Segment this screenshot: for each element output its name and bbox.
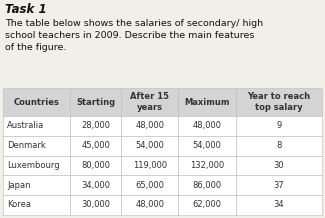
- Text: 65,000: 65,000: [135, 181, 164, 190]
- Text: 28,000: 28,000: [81, 121, 110, 130]
- Text: Japan: Japan: [7, 181, 31, 190]
- Text: Luxembourg: Luxembourg: [7, 161, 60, 170]
- Text: After 15
years: After 15 years: [130, 92, 169, 112]
- Text: 48,000: 48,000: [193, 121, 222, 130]
- Text: Starting: Starting: [76, 98, 115, 107]
- Text: 45,000: 45,000: [81, 141, 110, 150]
- Text: 34: 34: [273, 200, 284, 209]
- Text: 48,000: 48,000: [135, 200, 164, 209]
- Text: The table below shows the salaries of secondary/ high
school teachers in 2009. D: The table below shows the salaries of se…: [5, 19, 263, 52]
- Text: Australia: Australia: [7, 121, 45, 130]
- Text: 30: 30: [273, 161, 284, 170]
- Text: 48,000: 48,000: [135, 121, 164, 130]
- Text: 8: 8: [276, 141, 281, 150]
- Text: Korea: Korea: [7, 200, 31, 209]
- Text: 34,000: 34,000: [81, 181, 110, 190]
- Text: 86,000: 86,000: [192, 181, 222, 190]
- Text: 119,000: 119,000: [133, 161, 167, 170]
- Text: Maximum: Maximum: [184, 98, 230, 107]
- Text: 62,000: 62,000: [193, 200, 222, 209]
- Text: 54,000: 54,000: [135, 141, 164, 150]
- Text: 132,000: 132,000: [190, 161, 224, 170]
- Text: 37: 37: [273, 181, 284, 190]
- Text: Task 1: Task 1: [5, 3, 46, 16]
- Text: 54,000: 54,000: [193, 141, 222, 150]
- Text: Year to reach
top salary: Year to reach top salary: [247, 92, 310, 112]
- Text: Denmark: Denmark: [7, 141, 46, 150]
- Text: 30,000: 30,000: [81, 200, 110, 209]
- Text: 80,000: 80,000: [81, 161, 110, 170]
- Text: Countries: Countries: [14, 98, 59, 107]
- Text: 9: 9: [276, 121, 281, 130]
